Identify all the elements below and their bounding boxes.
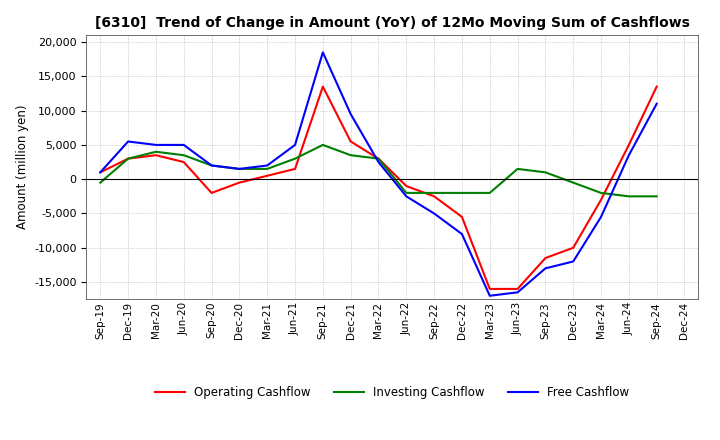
Free Cashflow (652, 101, 661, 106)
Free Cashflow (346, 111, 355, 117)
Investing Cashflow (152, 149, 161, 154)
Investing Cashflow (235, 166, 243, 172)
Operating Cashflow (124, 156, 132, 161)
Operating Cashflow (513, 286, 522, 292)
Free Cashflow (263, 163, 271, 168)
Investing Cashflow (179, 153, 188, 158)
Free Cashflow (402, 194, 410, 199)
Operating Cashflow (430, 194, 438, 199)
Operating Cashflow (652, 84, 661, 89)
Operating Cashflow (152, 153, 161, 158)
Free Cashflow (541, 266, 550, 271)
Title: [6310]  Trend of Change in Amount (YoY) of 12Mo Moving Sum of Cashflows: [6310] Trend of Change in Amount (YoY) o… (95, 16, 690, 30)
Operating Cashflow (96, 170, 104, 175)
Investing Cashflow (96, 180, 104, 185)
Free Cashflow (291, 142, 300, 147)
Investing Cashflow (597, 190, 606, 195)
Operating Cashflow (569, 245, 577, 250)
Operating Cashflow (485, 286, 494, 292)
Investing Cashflow (541, 170, 550, 175)
Y-axis label: Amount (million yen): Amount (million yen) (16, 105, 29, 229)
Operating Cashflow (374, 156, 383, 161)
Free Cashflow (152, 142, 161, 147)
Free Cashflow (624, 153, 633, 158)
Operating Cashflow (346, 139, 355, 144)
Legend: Operating Cashflow, Investing Cashflow, Free Cashflow: Operating Cashflow, Investing Cashflow, … (150, 382, 634, 404)
Free Cashflow (96, 170, 104, 175)
Operating Cashflow (291, 166, 300, 172)
Investing Cashflow (485, 190, 494, 195)
Line: Free Cashflow: Free Cashflow (100, 52, 657, 296)
Line: Investing Cashflow: Investing Cashflow (100, 145, 657, 196)
Free Cashflow (374, 159, 383, 165)
Investing Cashflow (207, 163, 216, 168)
Investing Cashflow (430, 190, 438, 195)
Investing Cashflow (318, 142, 327, 147)
Investing Cashflow (624, 194, 633, 199)
Operating Cashflow (458, 214, 467, 220)
Line: Operating Cashflow: Operating Cashflow (100, 87, 657, 289)
Investing Cashflow (346, 153, 355, 158)
Investing Cashflow (513, 166, 522, 172)
Free Cashflow (207, 163, 216, 168)
Operating Cashflow (597, 197, 606, 202)
Free Cashflow (485, 293, 494, 298)
Operating Cashflow (318, 84, 327, 89)
Operating Cashflow (207, 190, 216, 195)
Free Cashflow (513, 290, 522, 295)
Investing Cashflow (569, 180, 577, 185)
Operating Cashflow (402, 183, 410, 189)
Free Cashflow (430, 211, 438, 216)
Operating Cashflow (624, 142, 633, 147)
Investing Cashflow (374, 156, 383, 161)
Investing Cashflow (458, 190, 467, 195)
Operating Cashflow (179, 159, 188, 165)
Investing Cashflow (652, 194, 661, 199)
Investing Cashflow (124, 156, 132, 161)
Free Cashflow (179, 142, 188, 147)
Free Cashflow (569, 259, 577, 264)
Free Cashflow (458, 231, 467, 237)
Operating Cashflow (263, 173, 271, 178)
Investing Cashflow (263, 166, 271, 172)
Operating Cashflow (541, 255, 550, 260)
Free Cashflow (235, 166, 243, 172)
Investing Cashflow (291, 156, 300, 161)
Operating Cashflow (235, 180, 243, 185)
Free Cashflow (318, 50, 327, 55)
Free Cashflow (597, 214, 606, 220)
Investing Cashflow (402, 190, 410, 195)
Free Cashflow (124, 139, 132, 144)
